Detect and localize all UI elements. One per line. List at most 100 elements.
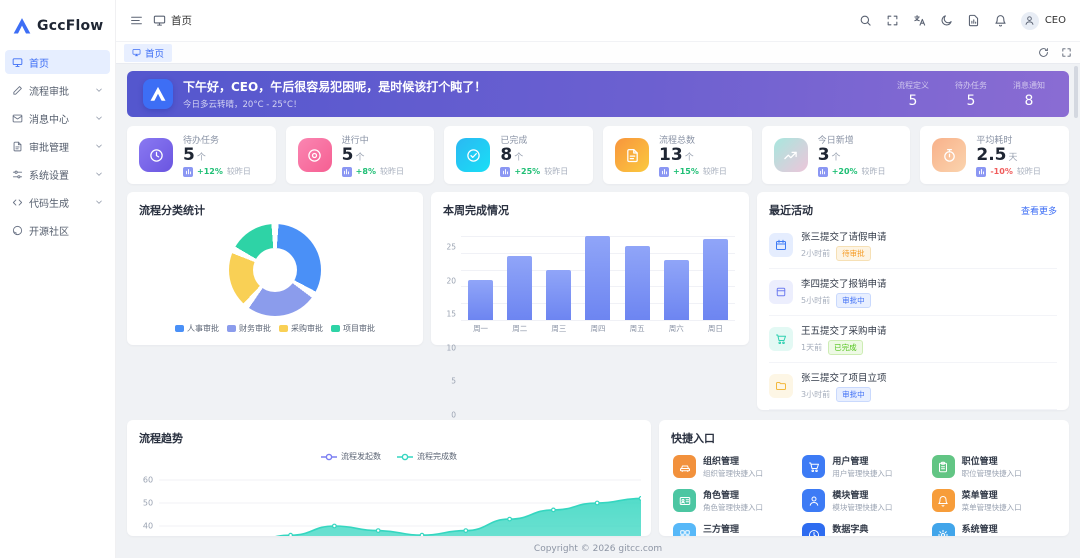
quick-entry-card: 快捷入口 组织管理 组织管理快捷入口 用户管理 用户管理快捷入口 职位管理 职位管理快捷入… bbox=[659, 420, 1069, 536]
activity-item[interactable]: 张三提交了请假申请 2小时前 待审批 bbox=[769, 222, 1057, 269]
trend-legend-item-流程完成数[interactable]: 流程完成数 bbox=[397, 451, 457, 462]
mini-chart-icon bbox=[817, 166, 828, 177]
trend-chart[interactable]: 60 50 40 bbox=[137, 466, 641, 536]
sidebar-item-消息中心[interactable]: 消息中心 bbox=[5, 106, 110, 130]
quick-entry-数据字典[interactable]: 数据字典数据字典快捷入口 bbox=[802, 522, 925, 536]
stat-card-今日新增[interactable]: 今日新增 3 个 +20% 较昨日 bbox=[761, 126, 911, 184]
stat-delta: +12% 较昨日 bbox=[183, 166, 251, 177]
header-actions: CEO bbox=[859, 11, 1066, 30]
sidebar-item-首页[interactable]: 首页 bbox=[5, 50, 110, 74]
breadcrumb[interactable]: 首页 bbox=[153, 13, 192, 28]
chevron-down-icon bbox=[95, 198, 103, 206]
card-title: 流程趋势 bbox=[139, 432, 183, 445]
quick-entry-desc: 模块管理快捷入口 bbox=[832, 503, 893, 512]
sidebar-item-流程审批[interactable]: 流程审批 bbox=[5, 78, 110, 102]
box-icon bbox=[769, 280, 793, 304]
quick-entry-用户管理[interactable]: 用户管理 用户管理快捷入口 bbox=[802, 454, 925, 479]
sidebar-item-label: 系统设置 bbox=[29, 170, 69, 182]
status-badge: 已完成 bbox=[828, 340, 863, 355]
view-more-link[interactable]: 查看更多 bbox=[1020, 206, 1057, 217]
stat-card-进行中[interactable]: 进行中 5 个 +8% 较昨日 bbox=[285, 126, 435, 184]
trend-legend-label: 流程发起数 bbox=[341, 452, 381, 461]
app-logo[interactable]: GccFlow bbox=[0, 0, 115, 48]
bar[interactable] bbox=[663, 259, 689, 320]
chevron-down-icon bbox=[95, 170, 103, 178]
document-icon bbox=[615, 138, 650, 172]
trend-legend-item-流程发起数[interactable]: 流程发起数 bbox=[321, 451, 381, 462]
activity-text: 张三提交了请假申请 bbox=[801, 232, 887, 243]
delta-compare: 较昨日 bbox=[702, 167, 727, 177]
y-tick-label: 25 bbox=[446, 242, 456, 252]
legend-label: 财务审批 bbox=[239, 324, 271, 333]
monitor-icon bbox=[12, 57, 23, 68]
weather-subtitle: 今日多云转晴，20°C - 25°C！ bbox=[183, 100, 302, 110]
calendar-icon bbox=[769, 233, 793, 257]
activity-text: 王五提交了采购申请 bbox=[801, 326, 887, 337]
quick-entry-desc: 职位管理快捷入口 bbox=[961, 469, 1022, 478]
legend-item-财务审批[interactable]: 财务审批 bbox=[227, 323, 271, 334]
delta-compare: 较昨日 bbox=[226, 167, 251, 177]
quick-entry-角色管理[interactable]: 角色管理 角色管理快捷入口 bbox=[673, 488, 796, 513]
svg-text:50: 50 bbox=[143, 499, 153, 508]
legend-label: 采购审批 bbox=[291, 324, 323, 333]
monitor-icon bbox=[132, 48, 141, 57]
stat-card-已完成[interactable]: 已完成 8 个 +25% 较昨日 bbox=[444, 126, 594, 184]
quick-entry-desc: 菜单管理快捷入口 bbox=[961, 503, 1022, 512]
delta-value: +12% bbox=[197, 167, 223, 177]
activity-body: 李四提交了报销申请 5小时前 审批中 bbox=[801, 276, 887, 308]
bar[interactable] bbox=[546, 269, 572, 320]
quick-entry-职位管理[interactable]: 职位管理 职位管理快捷入口 bbox=[931, 454, 1055, 479]
donut-chart[interactable] bbox=[229, 224, 321, 316]
sidebar-item-开源社区[interactable]: 开源社区 bbox=[5, 218, 110, 242]
copyright-footer: Copyright © 2026 gitcc.com bbox=[533, 544, 663, 554]
timer-icon bbox=[932, 138, 967, 172]
sidebar-item-代码生成[interactable]: 代码生成 bbox=[5, 190, 110, 214]
banner-stat: 流程定义 5 bbox=[897, 80, 929, 109]
quick-entry-系统管理[interactable]: 系统管理系统管理快捷入口 bbox=[931, 522, 1055, 536]
stat-label: 平均耗时 bbox=[976, 135, 1013, 146]
legend-item-人事审批[interactable]: 人事审批 bbox=[175, 323, 219, 334]
tab-home[interactable]: 首页 bbox=[124, 43, 173, 62]
welcome-title: 下午好，CEO，午后很容易犯困呢，是时候该打个盹了！ bbox=[183, 80, 487, 94]
user-name[interactable]: CEO bbox=[1044, 15, 1066, 26]
stat-card-body: 流程总数 13 个 +15% 较昨日 bbox=[659, 133, 727, 178]
cart-icon bbox=[769, 327, 793, 351]
stat-label: 待办任务 bbox=[183, 135, 220, 146]
quick-entry-body: 角色管理 角色管理快捷入口 bbox=[703, 488, 763, 513]
stat-card-待办任务[interactable]: 待办任务 5 个 +12% 较昨日 bbox=[127, 126, 276, 184]
sidebar-item-审批管理[interactable]: 审批管理 bbox=[5, 134, 110, 158]
user-avatar[interactable] bbox=[1020, 11, 1039, 30]
bar[interactable] bbox=[624, 246, 650, 320]
bar[interactable] bbox=[507, 256, 533, 320]
bar[interactable] bbox=[585, 236, 611, 320]
svg-text:40: 40 bbox=[143, 522, 153, 531]
scrollbar-thumb[interactable] bbox=[1074, 66, 1078, 118]
legend-item-采购审批[interactable]: 采购审批 bbox=[279, 323, 323, 334]
clock-icon bbox=[139, 138, 173, 172]
legend-item-项目审批[interactable]: 项目审批 bbox=[331, 323, 375, 334]
collapse-menu-icon[interactable] bbox=[130, 14, 143, 27]
card-title: 快捷入口 bbox=[671, 432, 715, 445]
stat-card-平均耗时[interactable]: 平均耗时 2.5 天 -10% 较昨日 bbox=[920, 126, 1070, 184]
tabbar: 首页 bbox=[116, 42, 1080, 64]
quick-entry-模块管理[interactable]: 模块管理 模块管理快捷入口 bbox=[802, 488, 925, 513]
stat-card-流程总数[interactable]: 流程总数 13 个 +15% 较昨日 bbox=[603, 126, 752, 184]
activity-item[interactable]: 王五提交了采购申请 1天前 已完成 bbox=[769, 316, 1057, 363]
activity-item[interactable]: 李四提交了报销申请 5小时前 审批中 bbox=[769, 269, 1057, 316]
activity-item[interactable]: 张三提交了项目立项 3小时前 审批中 bbox=[769, 363, 1057, 410]
status-badge: 审批中 bbox=[836, 293, 871, 308]
sidebar-item-系统设置[interactable]: 系统设置 bbox=[5, 162, 110, 186]
bar[interactable] bbox=[468, 279, 494, 320]
activity-time: 1天前 bbox=[801, 343, 823, 352]
bar-chart[interactable]: 0 5 10 15 20 25 周一 周二 周三 周四 周五 周六 周日 bbox=[446, 226, 735, 420]
activity-time: 2小时前 bbox=[801, 249, 831, 258]
banner-stat-label: 消息通知 bbox=[1013, 80, 1045, 90]
bell-icon bbox=[994, 14, 1007, 27]
quick-entry-组织管理[interactable]: 组织管理 组织管理快捷入口 bbox=[673, 454, 796, 479]
banner-logo-icon bbox=[143, 79, 173, 109]
quick-entry-菜单管理[interactable]: 菜单管理 菜单管理快捷入口 bbox=[931, 488, 1055, 513]
stat-label: 今日新增 bbox=[817, 135, 854, 146]
x-tick-label: 周六 bbox=[668, 324, 684, 333]
bar[interactable] bbox=[702, 239, 728, 320]
quick-entry-三方管理[interactable]: 三方管理三方管理快捷入口 bbox=[673, 522, 796, 536]
